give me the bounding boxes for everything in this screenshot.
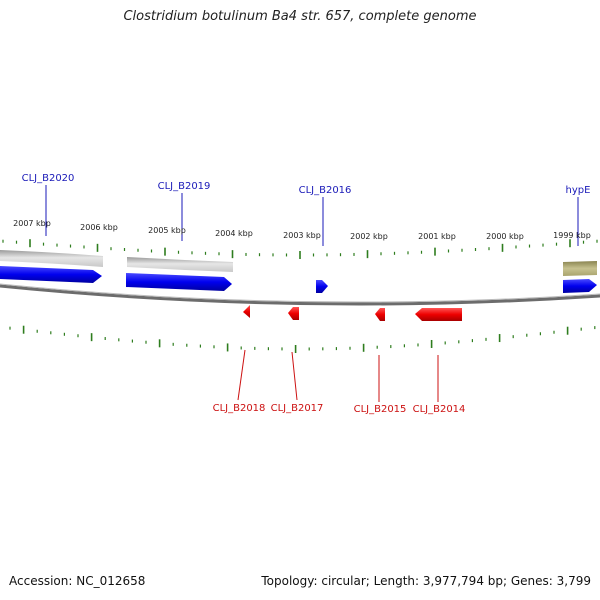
kbp-label: 2000 kbp <box>486 232 524 241</box>
accession-text: Accession: NC_012658 <box>9 574 146 588</box>
gene-arrow-clj-b2014[interactable] <box>415 308 462 321</box>
gene-arrow-clj-b2020[interactable] <box>0 266 102 283</box>
leader-clj-b2017 <box>291 351 298 401</box>
tick-ruler <box>2 239 598 353</box>
label-clj-b2016: CLJ_B2016 <box>299 185 352 196</box>
label-clj-b2018: CLJ_B2018 <box>213 403 266 414</box>
label-hype: hypE <box>566 185 591 196</box>
gene-arrow-clj-b2017[interactable] <box>288 307 299 320</box>
leader-clj-b2018 <box>237 349 246 401</box>
kbp-label: 1999 kbp <box>553 231 591 240</box>
kbp-label: 2003 kbp <box>283 231 321 240</box>
kbp-label: 2005 kbp <box>148 226 186 235</box>
genome-backbone-highlight <box>0 283 600 303</box>
gene-arrow-clj-b2019[interactable] <box>126 273 232 291</box>
label-clj-b2019: CLJ_B2019 <box>158 181 211 192</box>
kbp-label: 2004 kbp <box>215 229 253 238</box>
label-clj-b2014: CLJ_B2014 <box>413 404 466 415</box>
kbp-label: 2006 kbp <box>80 223 118 232</box>
gene-arrow-hype[interactable] <box>563 279 597 293</box>
genome-summary-text: Topology: circular; Length: 3,977,794 bp… <box>261 574 591 588</box>
kbp-label: 2001 kbp <box>418 232 456 241</box>
label-clj-b2020: CLJ_B2020 <box>22 173 75 184</box>
genome-title: Clostridium botulinum Ba4 str. 657, comp… <box>123 9 477 24</box>
contig-band-right <box>563 261 597 276</box>
gene-arrow-clj-b2015[interactable] <box>375 308 385 321</box>
label-clj-b2017: CLJ_B2017 <box>271 403 324 414</box>
gene-arrow-clj-b2018[interactable] <box>243 305 250 318</box>
kbp-label: 2007 kbp <box>13 219 51 228</box>
contig-band-left <box>0 250 103 267</box>
kbp-label: 2002 kbp <box>350 232 388 241</box>
label-clj-b2015: CLJ_B2015 <box>354 404 407 415</box>
genome-backbone <box>0 284 600 306</box>
contig-band-middle <box>127 257 233 272</box>
gene-arrow-clj-b2016[interactable] <box>316 280 328 293</box>
